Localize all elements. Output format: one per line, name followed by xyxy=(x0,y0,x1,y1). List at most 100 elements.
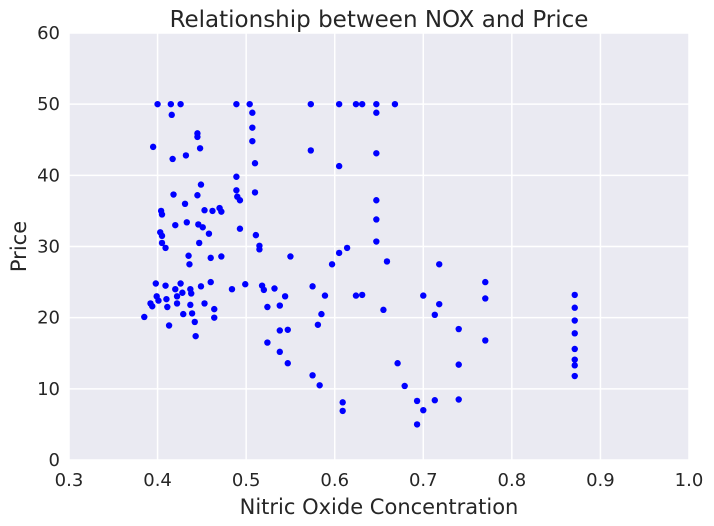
data-point xyxy=(207,254,214,262)
data-point xyxy=(233,173,240,180)
data-point xyxy=(281,293,289,300)
data-point xyxy=(163,295,170,303)
data-point xyxy=(314,321,322,328)
x-tick-label: 0.9 xyxy=(586,470,615,491)
data-point xyxy=(141,313,148,321)
data-point xyxy=(218,253,225,260)
data-point xyxy=(207,278,214,286)
data-point xyxy=(264,303,271,311)
data-point xyxy=(236,225,244,232)
data-point xyxy=(318,310,325,318)
data-point xyxy=(158,232,166,240)
data-point xyxy=(358,100,366,108)
data-point xyxy=(284,326,291,333)
data-point xyxy=(209,207,216,215)
data-point xyxy=(571,372,578,380)
data-point xyxy=(571,356,578,363)
data-point xyxy=(246,100,253,108)
data-point xyxy=(373,238,380,245)
data-point xyxy=(251,160,259,167)
data-point xyxy=(316,382,323,389)
data-point xyxy=(185,252,192,259)
data-point xyxy=(380,306,387,314)
data-point xyxy=(186,261,193,268)
data-point xyxy=(571,362,578,369)
data-point xyxy=(177,100,184,108)
data-point xyxy=(194,192,201,199)
data-point xyxy=(343,244,351,252)
data-point xyxy=(242,281,249,288)
data-point xyxy=(276,348,283,356)
data-point xyxy=(339,407,346,415)
data-point xyxy=(335,249,343,257)
y-tick-label: 0 xyxy=(49,450,60,471)
data-point xyxy=(181,200,189,207)
data-point xyxy=(455,325,462,333)
data-point xyxy=(179,289,186,296)
data-point xyxy=(271,285,278,292)
data-point xyxy=(394,360,401,367)
data-point xyxy=(482,295,489,302)
data-point xyxy=(571,304,578,311)
data-point xyxy=(149,303,156,310)
data-point xyxy=(307,147,314,154)
data-point xyxy=(158,239,166,247)
data-point xyxy=(373,216,380,223)
data-point xyxy=(162,244,169,252)
data-point xyxy=(173,300,181,307)
data-point xyxy=(256,246,263,253)
data-point xyxy=(183,219,190,226)
data-point xyxy=(192,332,199,340)
data-point xyxy=(373,100,380,108)
data-point xyxy=(309,372,316,379)
data-point xyxy=(197,181,205,188)
data-point xyxy=(168,111,175,119)
data-point xyxy=(197,283,205,290)
data-point xyxy=(373,150,380,157)
y-axis-title: Price xyxy=(7,221,31,272)
data-point xyxy=(152,280,159,287)
data-point xyxy=(373,197,380,204)
data-point xyxy=(154,100,161,108)
data-point xyxy=(149,143,157,151)
y-tick-label: 60 xyxy=(37,23,60,44)
data-point xyxy=(264,339,271,346)
data-point xyxy=(205,230,213,237)
y-tick-label: 20 xyxy=(37,308,60,329)
data-point xyxy=(191,318,198,326)
data-point xyxy=(420,292,427,299)
data-point xyxy=(284,360,291,367)
data-point xyxy=(335,100,343,108)
data-point xyxy=(211,305,218,313)
data-point xyxy=(276,327,283,334)
data-point xyxy=(401,382,408,390)
data-point xyxy=(169,155,176,163)
data-point xyxy=(413,421,421,428)
data-point xyxy=(177,280,184,287)
data-point xyxy=(164,303,171,311)
data-points xyxy=(141,100,578,428)
x-tick-label: 0.3 xyxy=(55,470,84,491)
data-point xyxy=(165,322,173,329)
data-point xyxy=(199,224,206,231)
y-tick-label: 30 xyxy=(37,237,60,258)
data-point xyxy=(249,124,256,131)
data-point xyxy=(431,311,438,319)
data-point xyxy=(172,286,179,293)
data-point xyxy=(391,100,399,108)
data-point xyxy=(196,145,204,152)
data-point xyxy=(194,133,201,141)
data-point xyxy=(211,314,218,321)
data-point xyxy=(252,231,260,239)
data-point xyxy=(260,286,268,294)
data-point xyxy=(196,239,203,247)
data-point xyxy=(249,109,256,116)
x-tick-label: 0.4 xyxy=(143,470,172,491)
data-point xyxy=(571,330,578,337)
data-point xyxy=(482,337,489,344)
x-tick-label: 0.5 xyxy=(232,470,261,491)
data-point xyxy=(307,100,314,108)
x-tick-label: 0.6 xyxy=(320,470,349,491)
data-point xyxy=(420,406,427,414)
data-point xyxy=(482,278,489,286)
